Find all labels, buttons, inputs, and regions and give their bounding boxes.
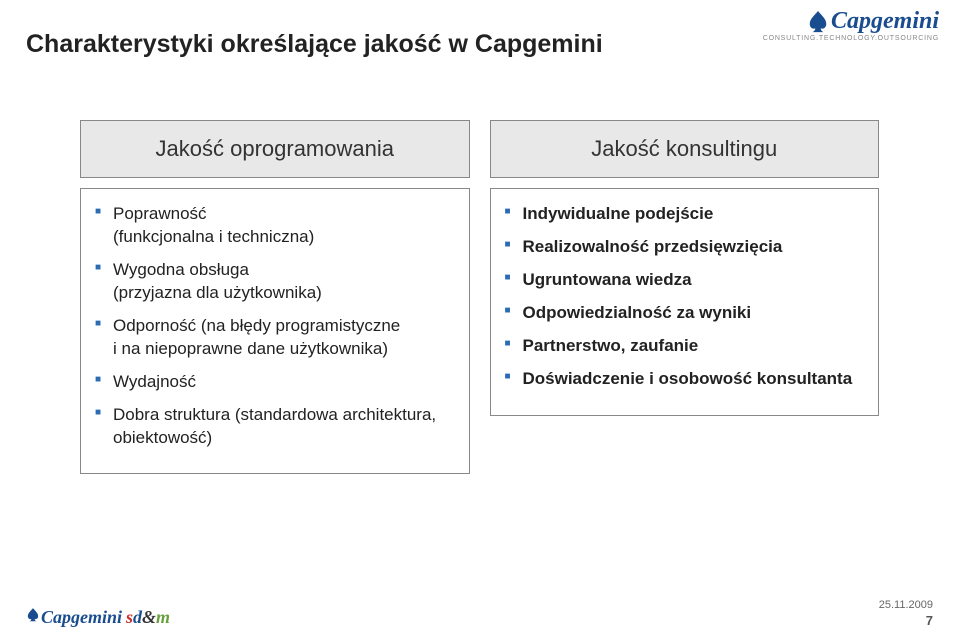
sdm-d: d <box>133 607 142 627</box>
list-item: Doświadczenie i osobowość konsultanta <box>505 368 863 391</box>
list-item: Odporność (na błędy programistycznei na … <box>95 315 453 361</box>
list-item: Ugruntowana wiedza <box>505 269 863 292</box>
list-item: Dobra struktura (standardowa architektur… <box>95 404 453 450</box>
list-item: Wydajność <box>95 371 453 394</box>
logo-top: Capgemini CONSULTING.TECHNOLOGY.OUTSOURC… <box>763 8 939 42</box>
right-body: Indywidualne podejście Realizowalność pr… <box>490 188 880 416</box>
sdm-s: s <box>126 607 133 627</box>
slide: Capgemini CONSULTING.TECHNOLOGY.OUTSOURC… <box>0 0 959 642</box>
left-body: Poprawność(funkcjonalna i techniczna) Wy… <box>80 188 470 474</box>
footer-date: 25.11.2009 <box>879 599 933 611</box>
list-item: Partnerstwo, zaufanie <box>505 335 863 358</box>
right-header: Jakość konsultingu <box>490 120 880 178</box>
left-header: Jakość oprogramowania <box>80 120 470 178</box>
footer-page: 7 <box>879 613 933 628</box>
footer: Capgemini sd&m 25.11.2009 7 <box>26 599 933 628</box>
list-item: Realizowalność przedsięwzięcia <box>505 236 863 259</box>
page-title: Charakterystyki określające jakość w Cap… <box>26 30 603 59</box>
content-columns: Jakość oprogramowania Poprawność(funkcjo… <box>80 120 879 474</box>
brand-tagline: CONSULTING.TECHNOLOGY.OUTSOURCING <box>763 35 939 42</box>
list-item: Odpowiedzialność za wyniki <box>505 302 863 325</box>
list-item: Indywidualne podejście <box>505 203 863 226</box>
sdm-amp: & <box>142 607 156 627</box>
brand-text: Capgemini <box>831 8 939 35</box>
column-left: Jakość oprogramowania Poprawność(funkcjo… <box>80 120 470 474</box>
spade-icon <box>807 9 829 35</box>
footer-sdm: sd&m <box>126 607 170 628</box>
footer-logo: Capgemini sd&m <box>26 607 170 628</box>
brand-row: Capgemini <box>763 8 939 35</box>
list-item: Poprawność(funkcjonalna i techniczna) <box>95 203 453 249</box>
column-right: Jakość konsultingu Indywidualne podejści… <box>490 120 880 474</box>
list-item: Wygodna obsługa(przyjazna dla użytkownik… <box>95 259 453 305</box>
left-bullet-list: Poprawność(funkcjonalna i techniczna) Wy… <box>95 203 453 449</box>
footer-right: 25.11.2009 7 <box>879 599 933 628</box>
footer-brand-text: Capgemini <box>41 607 122 628</box>
right-bullet-list: Indywidualne podejście Realizowalność pr… <box>505 203 863 391</box>
sdm-m: m <box>156 607 170 627</box>
spade-icon <box>26 607 40 623</box>
